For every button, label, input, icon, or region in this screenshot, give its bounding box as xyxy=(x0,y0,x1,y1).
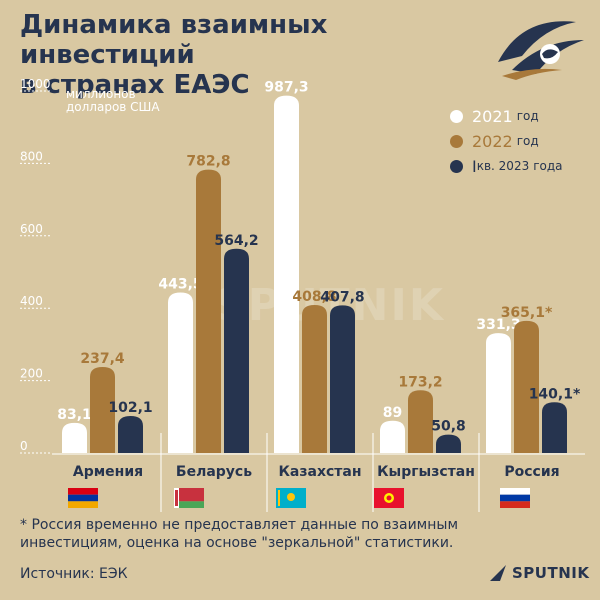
category-label: Россия xyxy=(504,464,559,480)
legend-dot-2022 xyxy=(450,134,463,148)
brand-name: SPUTNIK xyxy=(512,564,590,582)
legend-year-2023: кв. 2023 xyxy=(476,159,530,173)
data-label: 987,3 xyxy=(264,80,308,96)
flag-kazakhstan-sun xyxy=(287,493,295,501)
data-label: 331,3 xyxy=(476,317,520,333)
bar-Армения-2 xyxy=(118,416,143,453)
y-tick-label: 600 xyxy=(20,222,43,236)
data-label: 443,5 xyxy=(158,276,202,292)
data-label: 564,2 xyxy=(214,233,258,249)
footnote-line-2: инвестициям, оценка на основе "зеркально… xyxy=(20,535,454,551)
flag-armenia-stripe xyxy=(68,494,98,502)
legend-suffix-2021: год xyxy=(516,109,539,123)
data-label: 408,8 xyxy=(292,289,336,305)
y-axis-unit: миллионов долларов США xyxy=(66,88,186,114)
bar-Казахстан-0 xyxy=(274,95,299,453)
bar-Россия-2 xyxy=(542,402,567,453)
flag-armenia-stripe xyxy=(68,488,98,495)
y-axis-unit-line-1: миллионов xyxy=(66,87,136,101)
legend-suffix-2023: года xyxy=(533,159,563,173)
flag-russia-stripe xyxy=(500,488,530,495)
bar-Россия-1 xyxy=(514,320,539,453)
legend-dot-2023 xyxy=(450,159,463,173)
bar-Кыргызстан-2 xyxy=(436,434,461,453)
category-label: Армения xyxy=(73,464,143,480)
bar-Армения-0 xyxy=(62,422,87,453)
data-label: 365,1* xyxy=(501,305,553,321)
flag-belarus-ornament-pattern xyxy=(175,490,178,506)
category-label: Беларусь xyxy=(176,464,252,480)
y-tick-label: 200 xyxy=(20,367,43,381)
legend-item-2022: 2022 год xyxy=(450,129,563,153)
flag-russia-stripe xyxy=(500,494,530,502)
title-line-2: в странах ЕАЭС xyxy=(20,70,250,100)
footnote-line-1: * Россия временно не предоставляет данны… xyxy=(20,517,459,533)
legend-dot-2021 xyxy=(450,109,463,123)
bar-Беларусь-1 xyxy=(196,169,221,453)
data-label: 782,8 xyxy=(186,154,230,170)
legend: 2021 год 2022 год I кв. 2023 года xyxy=(450,104,563,179)
y-axis-unit-line-2: долларов США xyxy=(66,100,160,114)
watermark: SPUTNIK xyxy=(214,280,445,331)
flag-belarus-red xyxy=(174,488,204,502)
flag-armenia-stripe xyxy=(68,501,98,508)
eaeu-logo-icon xyxy=(498,21,584,80)
bar-Беларусь-0 xyxy=(168,292,193,453)
source-text: Источник: ЕЭК xyxy=(20,566,128,582)
legend-prefix-2023: I xyxy=(472,156,477,176)
bar-Беларусь-2 xyxy=(224,248,249,453)
flag-kyrgyzstan-sun-center xyxy=(386,495,392,501)
bar-Россия-0 xyxy=(486,333,511,453)
y-tick-label: 800 xyxy=(20,149,43,163)
bar-Кыргызстан-1 xyxy=(408,390,433,453)
data-label: 140,1* xyxy=(529,386,581,402)
data-label: 50,8 xyxy=(431,419,466,435)
data-label: 83,1 xyxy=(57,407,92,423)
legend-item-2023: I кв. 2023 года xyxy=(450,154,563,178)
legend-suffix-2022: год xyxy=(516,134,539,148)
title-line-1: Динамика взаимных инвестиций xyxy=(20,10,328,70)
flag-kazakhstan-ornament xyxy=(278,490,280,506)
category-label: Казахстан xyxy=(278,464,361,480)
y-tick-label: 1000 xyxy=(20,77,51,91)
bar-Кыргызстан-0 xyxy=(380,420,405,453)
data-label: 102,1 xyxy=(108,400,152,416)
y-tick-label: 0 xyxy=(20,439,28,453)
page-title: Динамика взаимных инвестиций в странах Е… xyxy=(20,10,490,100)
data-label: 407,8 xyxy=(320,289,364,305)
data-label: 237,4 xyxy=(80,351,125,367)
category-label: Кыргызстан xyxy=(377,464,475,480)
bar-Казахстан-2 xyxy=(330,305,355,453)
data-label: 89 xyxy=(383,405,402,421)
bar-Казахстан-1 xyxy=(302,305,327,453)
legend-year-2022: 2022 xyxy=(472,131,513,151)
legend-year-2021: 2021 xyxy=(472,106,513,126)
legend-item-2021: 2021 год xyxy=(450,104,563,128)
data-label: 173,2 xyxy=(398,374,442,390)
footnote: * Россия временно не предоставляет данны… xyxy=(20,516,580,552)
flag-belarus-green xyxy=(174,501,204,508)
sputnik-logo-icon xyxy=(490,565,506,581)
y-tick-label: 400 xyxy=(20,294,43,308)
bar-Армения-1 xyxy=(90,367,115,453)
flag-russia-stripe xyxy=(500,501,530,508)
brand-logo: SPUTNIK xyxy=(488,560,589,586)
